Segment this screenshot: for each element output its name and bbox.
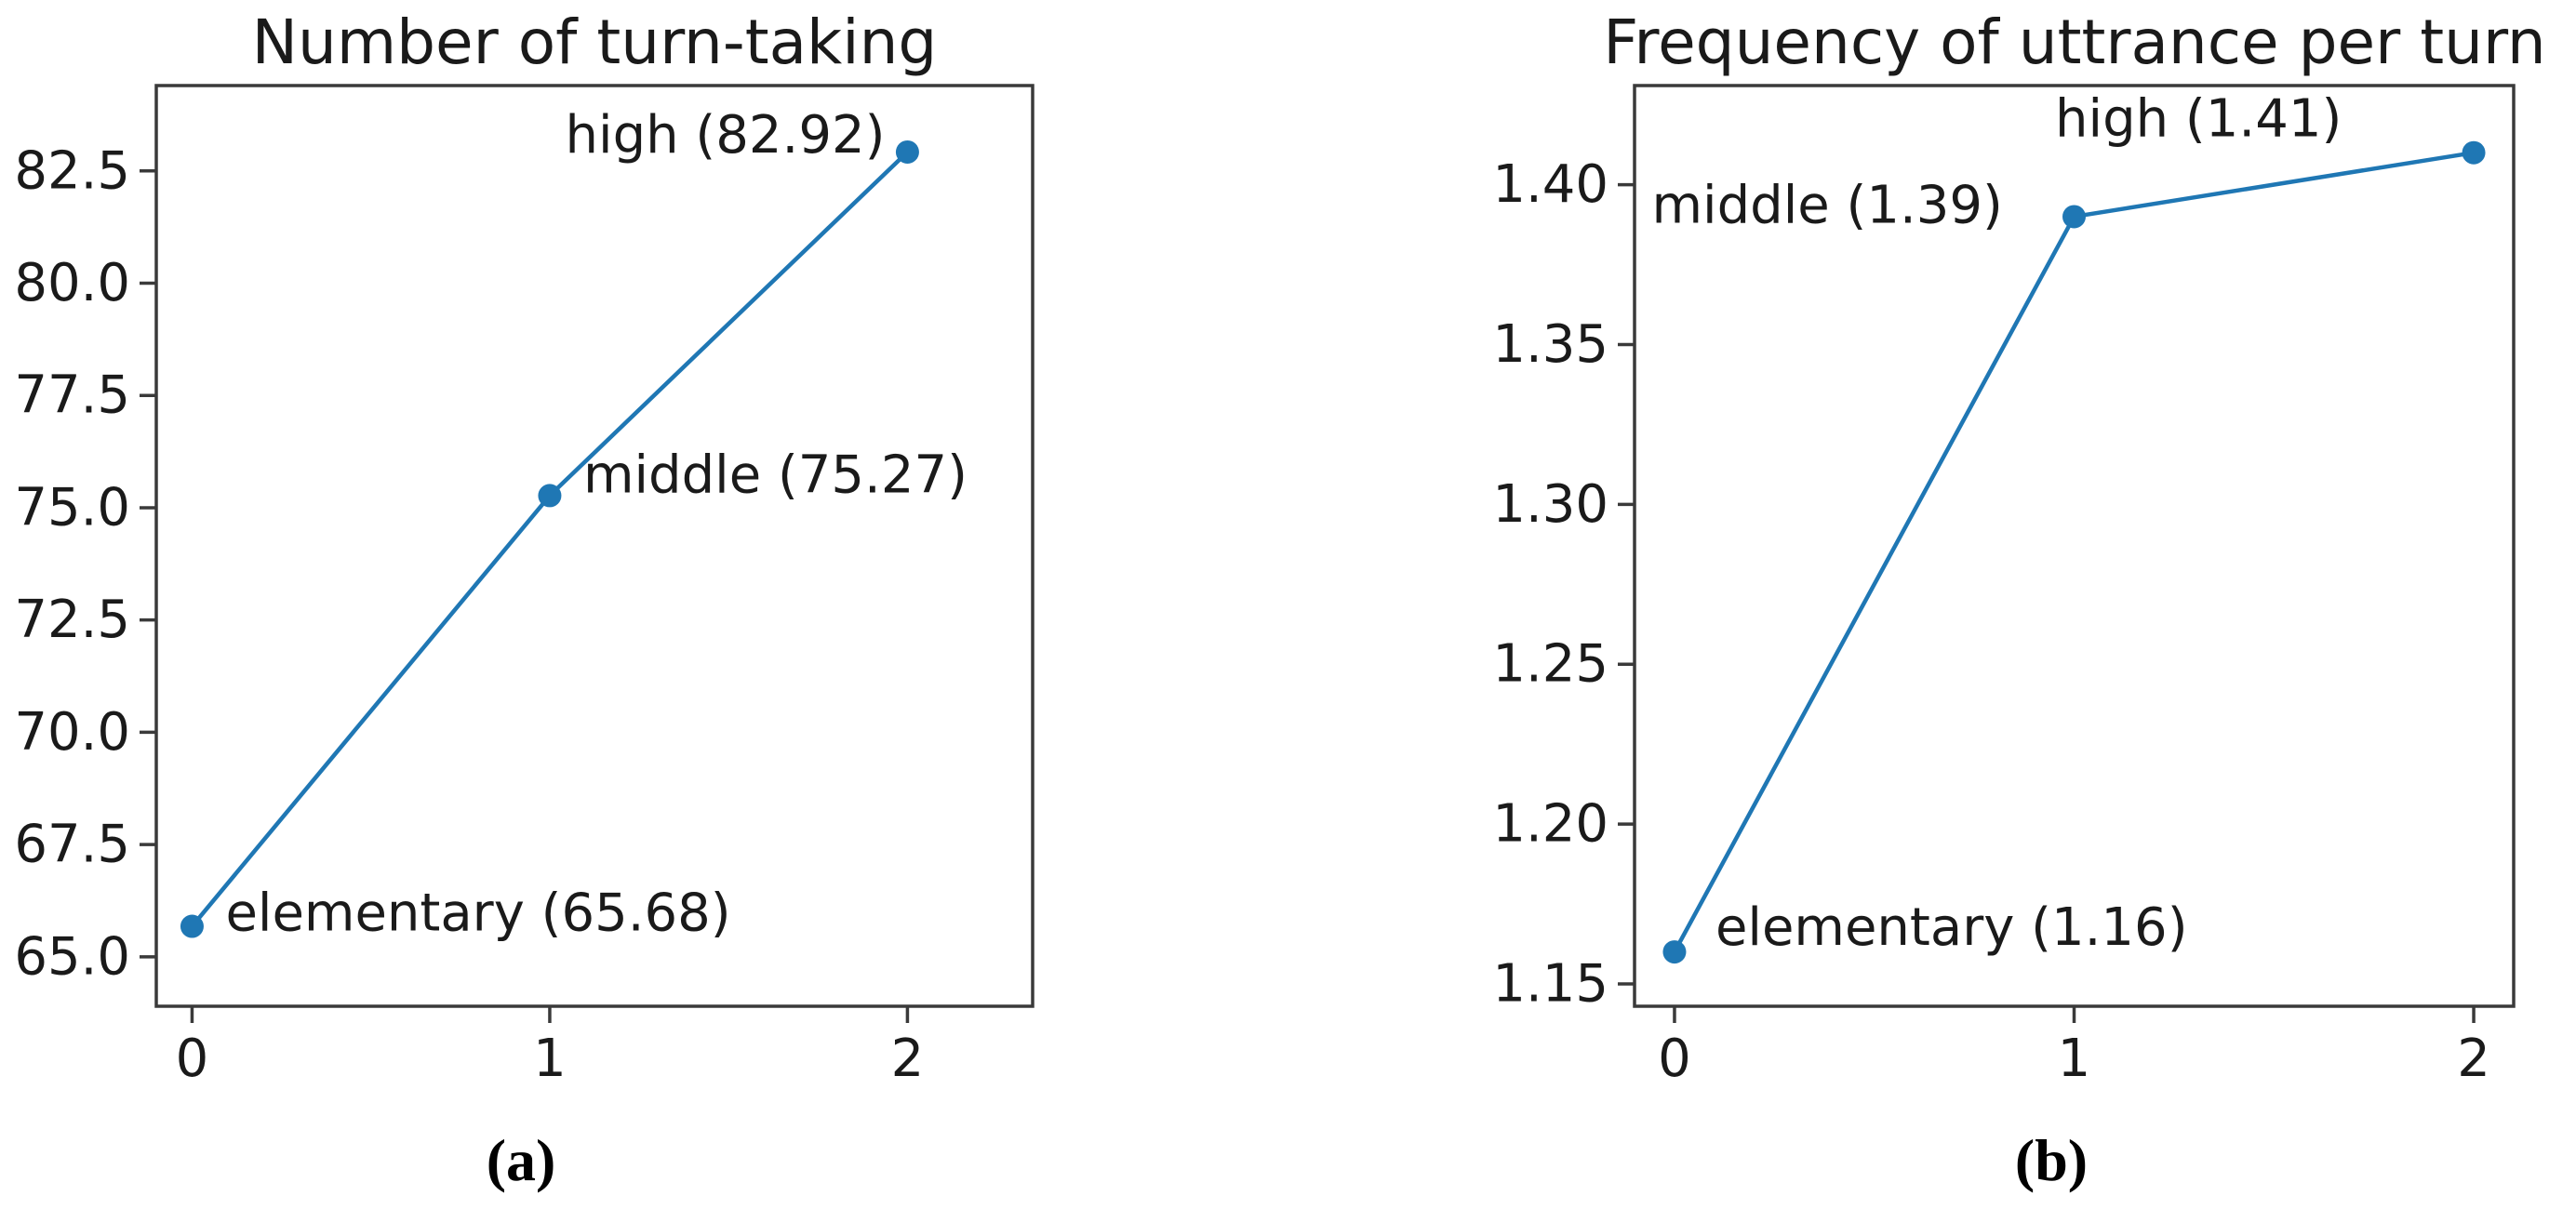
chart-a-y-tick-label: 75.0	[14, 477, 130, 538]
chart-a-title: Number of turn-taking	[251, 7, 938, 78]
chart-b-y-tick-label: 1.35	[1492, 314, 1608, 375]
chart-b-y-tick-label: 1.15	[1492, 953, 1608, 1014]
chart-b-y-tick-label: 1.25	[1492, 634, 1608, 695]
chart-b-annotation-elementary: elementary (1.16)	[1715, 897, 2188, 958]
chart-a-data-point-elementary	[180, 914, 204, 938]
chart-b-data-line	[1672, 150, 2476, 954]
chart-a-data-point-middle	[538, 484, 562, 508]
chart-a-data-point-high	[895, 139, 919, 164]
chart-a-x-tick-label: 1	[533, 1029, 567, 1089]
chart-a-y-tick-label: 77.5	[14, 365, 130, 426]
chart-b-data-point-elementary	[1662, 940, 1687, 964]
chart-a-y-tick-label: 65.0	[14, 926, 130, 987]
chart-a-annotation-middle: middle (75.27)	[583, 445, 968, 505]
chart-a-x-tick-label: 2	[891, 1029, 925, 1089]
chart-a-y-tick-label: 67.5	[14, 815, 130, 875]
chart-b-annotation-middle: middle (1.39)	[1652, 175, 2003, 235]
chart-b-y-tick-label: 1.20	[1492, 794, 1608, 855]
chart-b-x-tick-label: 2	[2457, 1029, 2490, 1089]
chart-b-caption: (b)	[2014, 1127, 2089, 1193]
chart-a-data-line	[190, 150, 910, 929]
chart-a-x-tick-label: 0	[176, 1029, 209, 1089]
chart-a-y-tick-label: 80.0	[14, 253, 130, 313]
chart-a-y-tick-label: 82.5	[14, 140, 130, 201]
chart-a-plot-border	[154, 84, 1034, 1008]
chart-a-y-tick-label: 70.0	[14, 702, 130, 763]
chart-b-x-tick-label: 0	[1658, 1029, 1691, 1089]
chart-a-annotation-high: high (82.92)	[566, 105, 886, 166]
chart-b-data-point-middle	[2062, 205, 2086, 229]
chart-b-x-tick-label: 1	[2058, 1029, 2091, 1089]
chart-b-y-tick-label: 1.30	[1492, 474, 1608, 535]
chart-a-annotation-elementary: elementary (65.68)	[225, 883, 730, 944]
chart-b-annotation-high: high (1.41)	[2055, 89, 2342, 150]
chart-b-title: Frequency of uttrance per turn	[1603, 7, 2546, 78]
chart-b-y-tick-label: 1.40	[1492, 154, 1608, 215]
chart-b-data-point-high	[2462, 140, 2486, 165]
chart-a-y-tick-label: 72.5	[14, 590, 130, 650]
chart-a-caption: (a)	[486, 1127, 556, 1193]
